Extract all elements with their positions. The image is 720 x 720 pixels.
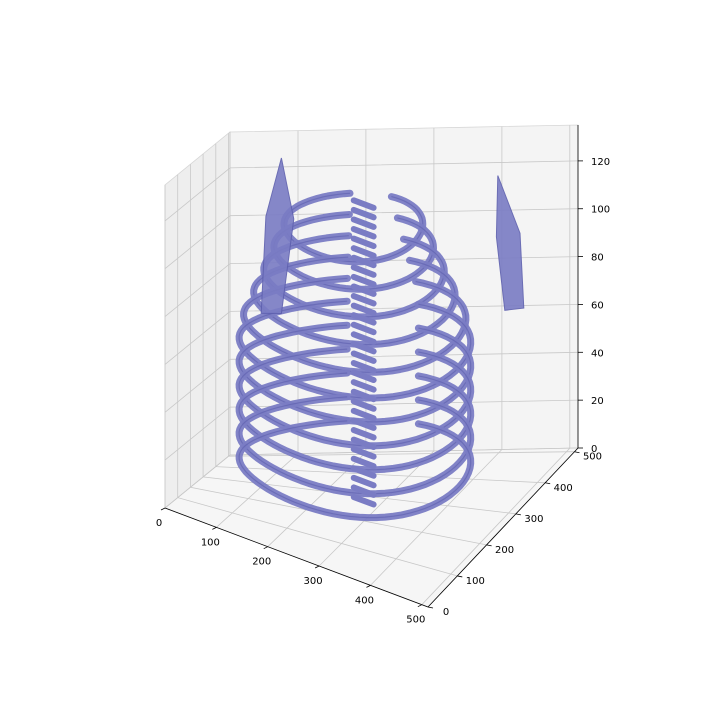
ribcage-surface bbox=[235, 157, 525, 522]
z-tick-label: 40 bbox=[591, 348, 604, 359]
rib-edge bbox=[238, 372, 472, 471]
y-tick bbox=[486, 544, 492, 547]
y-axis-line bbox=[427, 447, 579, 608]
x-tick bbox=[160, 507, 166, 511]
y-tick-label: 0 bbox=[443, 607, 449, 618]
spine-segment bbox=[350, 340, 377, 355]
spine-segment bbox=[350, 350, 377, 364]
spine-segment bbox=[350, 264, 377, 278]
spine-segment bbox=[350, 321, 377, 336]
spine-segment bbox=[350, 484, 377, 498]
spine-segment bbox=[350, 494, 377, 508]
spine-segment bbox=[350, 216, 377, 230]
spine-segment bbox=[350, 226, 377, 240]
spine-segment bbox=[350, 446, 377, 460]
spine-segment bbox=[350, 331, 377, 345]
x-tick-label: 300 bbox=[304, 576, 323, 587]
scapula-right bbox=[495, 175, 525, 311]
y-tick bbox=[457, 575, 463, 578]
spine-segment bbox=[350, 283, 377, 297]
z-tick-label: 0 bbox=[591, 444, 597, 455]
rib-edge bbox=[238, 396, 472, 495]
x-tick-label: 400 bbox=[355, 595, 374, 606]
z-tick-label: 20 bbox=[591, 396, 604, 407]
spine-segment bbox=[350, 235, 377, 250]
spine-segment bbox=[350, 379, 377, 393]
scapula-left bbox=[260, 157, 295, 315]
axis-pane-left bbox=[164, 131, 231, 509]
spine-segment bbox=[350, 465, 377, 479]
axis-lines bbox=[160, 125, 583, 609]
spine-segment bbox=[350, 302, 377, 317]
rib-edge bbox=[238, 420, 472, 519]
spine-segment bbox=[350, 360, 377, 374]
rib-edge bbox=[238, 348, 472, 447]
spine-segment bbox=[350, 427, 377, 441]
z-tick-label: 60 bbox=[591, 300, 604, 311]
x-tick bbox=[212, 526, 217, 530]
spine-segment bbox=[350, 398, 377, 412]
z-tick-label: 80 bbox=[591, 253, 604, 264]
x-tick-label: 200 bbox=[252, 557, 271, 568]
tick-labels: 0100200300400500010020030040050002040608… bbox=[156, 157, 610, 626]
y-tick-label: 400 bbox=[554, 483, 573, 494]
spine-segment bbox=[350, 436, 377, 451]
spine-segment bbox=[350, 206, 377, 221]
spine-segment bbox=[350, 474, 377, 489]
grid-line-z bbox=[164, 399, 579, 461]
y-tick bbox=[545, 482, 551, 485]
spine-segment bbox=[350, 245, 377, 259]
x-tick-label: 100 bbox=[201, 537, 220, 548]
spine-segment bbox=[350, 312, 377, 326]
y-tick-label: 500 bbox=[583, 452, 602, 463]
spine-segment bbox=[350, 455, 377, 470]
x-tick-label: 500 bbox=[406, 615, 425, 626]
grid-line-z bbox=[164, 447, 579, 509]
y-tick bbox=[515, 513, 521, 516]
y-tick-label: 300 bbox=[524, 514, 543, 525]
y-tick bbox=[574, 451, 580, 454]
y-tick bbox=[427, 606, 434, 609]
x-tick bbox=[263, 546, 268, 550]
grid-line-z bbox=[164, 351, 579, 413]
spine-segment bbox=[350, 254, 377, 269]
rib-edge bbox=[238, 324, 472, 423]
x-tick-label: 0 bbox=[156, 518, 162, 529]
spine-segment bbox=[350, 293, 377, 307]
z-tick-label: 120 bbox=[591, 157, 610, 168]
x-tick bbox=[417, 604, 423, 608]
x-tick bbox=[314, 565, 320, 569]
grid-line-z bbox=[164, 160, 579, 222]
spine-segment bbox=[350, 417, 377, 431]
x-tick bbox=[366, 584, 371, 588]
spine-segment bbox=[350, 197, 377, 211]
rib-edge bbox=[238, 300, 472, 399]
spine-segment bbox=[350, 407, 377, 422]
y-tick-label: 100 bbox=[466, 576, 485, 587]
x-axis-line bbox=[164, 507, 429, 608]
spine-segment bbox=[350, 369, 377, 384]
y-tick-label: 200 bbox=[495, 545, 514, 556]
spine-segment bbox=[350, 273, 377, 288]
grid-line-z bbox=[164, 256, 579, 317]
rib-edge bbox=[243, 277, 467, 373]
spine-segment bbox=[350, 388, 377, 403]
grid-line-z bbox=[164, 208, 579, 270]
z-tick-label: 100 bbox=[591, 205, 610, 216]
